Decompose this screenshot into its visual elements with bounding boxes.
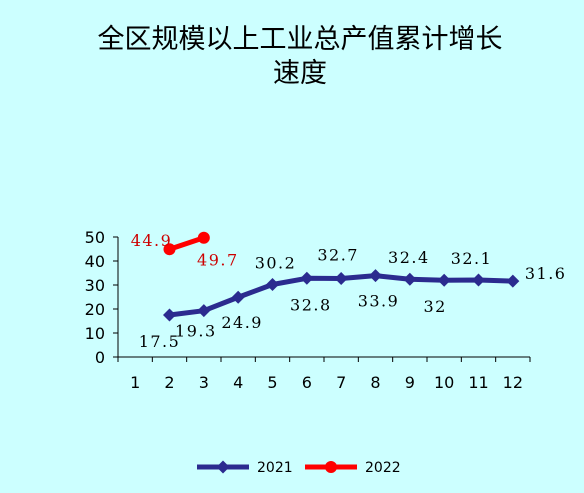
data-point xyxy=(334,272,348,286)
legend-label: 2022 xyxy=(365,460,401,476)
x-tick-label: 9 xyxy=(405,373,415,392)
series-layer xyxy=(163,231,520,322)
x-tick-label: 12 xyxy=(503,373,523,392)
data-point xyxy=(506,274,520,288)
data-label: 17.5 xyxy=(139,332,181,351)
data-point xyxy=(437,273,451,287)
x-tick-label: 5 xyxy=(267,373,277,392)
data-point xyxy=(163,243,176,256)
legend-item-2021: 2021 xyxy=(197,460,293,476)
data-point xyxy=(231,290,245,304)
data-point xyxy=(197,304,211,318)
y-tick-label: 0 xyxy=(95,348,105,367)
x-tick-label: 10 xyxy=(434,373,454,392)
data-label: 49.7 xyxy=(197,251,239,270)
x-tick-label: 6 xyxy=(302,373,312,392)
series-2021 xyxy=(163,269,520,322)
data-point xyxy=(403,272,417,286)
legend-item-2022: 2022 xyxy=(305,460,401,476)
x-tick-label: 11 xyxy=(468,373,488,392)
data-label: 32.1 xyxy=(451,249,493,268)
data-point xyxy=(369,269,382,283)
data-label: 31.6 xyxy=(525,264,567,283)
series-2022 xyxy=(163,231,210,256)
data-label: 32.4 xyxy=(388,248,430,267)
data-point xyxy=(163,308,176,322)
y-tick-label: 20 xyxy=(85,300,105,319)
x-tick-label: 4 xyxy=(233,373,243,392)
data-label: 33.9 xyxy=(358,292,400,311)
series-line xyxy=(167,235,207,252)
legend: 2021 2022 xyxy=(197,460,401,476)
data-label: 44.9 xyxy=(131,231,173,250)
x-tick-label: 1 xyxy=(130,373,140,392)
x-tick-label: 2 xyxy=(164,373,174,392)
data-point xyxy=(300,271,314,285)
data-label: 30.2 xyxy=(255,254,297,273)
data-label: 32 xyxy=(423,297,446,316)
y-tick-label: 10 xyxy=(85,324,105,343)
y-tick-label: 50 xyxy=(85,228,105,247)
data-label: 24.9 xyxy=(221,313,263,332)
x-tick-label: 3 xyxy=(199,373,209,392)
legend-label: 2021 xyxy=(257,460,293,476)
data-label: 32.8 xyxy=(290,295,332,314)
legend-swatch-marker xyxy=(216,460,230,474)
data-label: 32.7 xyxy=(317,246,359,265)
y-tick-label: 40 xyxy=(85,252,105,271)
x-tick-label: 7 xyxy=(336,373,346,392)
chart-title-line1: 全区规模以上工业总产值累计增长 xyxy=(98,24,503,55)
y-tick-label: 30 xyxy=(85,276,105,295)
data-point xyxy=(266,278,279,292)
data-label: 19.3 xyxy=(175,322,217,341)
chart-title-line2: 速度 xyxy=(273,58,327,89)
data-point xyxy=(472,273,485,287)
x-tick-label: 8 xyxy=(370,373,380,392)
legend-swatch-marker xyxy=(325,461,337,473)
data-labels: 17.519.3 24.9 30.2 32.8 32.7 33.9 32.4 32 32.1 31… xyxy=(131,231,567,351)
data-point xyxy=(197,231,210,244)
